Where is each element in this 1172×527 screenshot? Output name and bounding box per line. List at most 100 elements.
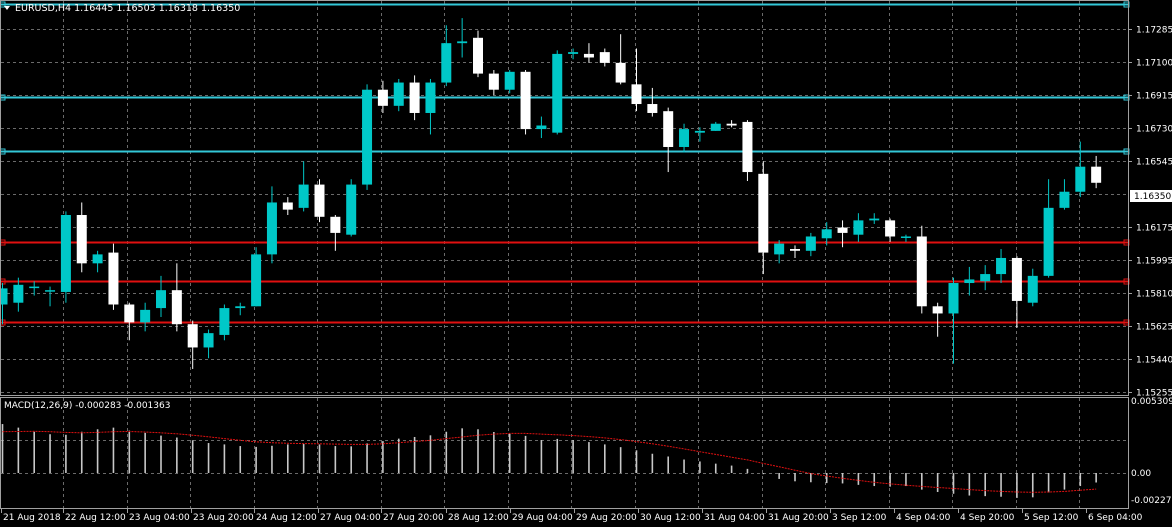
candle-body <box>853 220 864 235</box>
resistance-line-handle[interactable] <box>0 94 6 101</box>
candle-body <box>92 254 103 264</box>
time-tick-label: 29 Aug 20:00 <box>576 513 637 523</box>
candle-body <box>251 254 262 307</box>
candle-body <box>742 121 753 173</box>
candle-body <box>29 286 40 289</box>
support-line-handle[interactable] <box>0 239 6 246</box>
time-tick-label: 28 Aug 12:00 <box>448 513 509 523</box>
candle-body <box>488 73 499 90</box>
macd-scale-label: 0.005309 <box>1131 397 1172 407</box>
candle-body <box>790 249 800 251</box>
candle-body <box>124 304 135 323</box>
candle-body <box>203 333 214 348</box>
candle-body <box>60 215 71 292</box>
candle <box>837 220 848 248</box>
resistance-line-handle[interactable] <box>0 148 6 155</box>
candle-body <box>916 236 927 307</box>
candle-body <box>694 130 705 133</box>
candle <box>377 80 388 113</box>
horizontal-lines[interactable] <box>0 1 1130 326</box>
time-tick-label: 5 Sep 12:00 <box>1024 513 1079 523</box>
candle-body <box>679 129 690 147</box>
candle-body <box>536 125 547 130</box>
candle <box>425 78 436 135</box>
candle <box>900 234 911 242</box>
dropdown-triangle-icon[interactable] <box>4 6 10 10</box>
price-tick-label: 1.16915 <box>1136 92 1172 102</box>
candle-body <box>330 216 341 233</box>
resistance-line-handle[interactable] <box>0 1 6 8</box>
time-tick-label: 31 Aug 04:00 <box>704 513 765 523</box>
candle-body <box>948 283 959 314</box>
candle-body <box>235 306 246 309</box>
macd-scale-label: 0.00 <box>1131 469 1151 479</box>
candle <box>140 302 151 332</box>
candle <box>1091 155 1102 189</box>
candle-body <box>108 252 119 305</box>
price-tick-label: 1.15255 <box>1136 389 1172 399</box>
candle <box>885 218 896 242</box>
panel-frames <box>0 0 1129 509</box>
candle-body <box>1011 257 1022 301</box>
candle <box>1011 256 1022 328</box>
candle-body <box>710 123 721 131</box>
candle <box>504 70 515 94</box>
candle-body <box>473 37 483 74</box>
candle <box>235 302 246 316</box>
candle <box>0 283 8 325</box>
candle-body <box>171 290 182 325</box>
price-tick-label: 1.15625 <box>1136 323 1172 333</box>
price-tick-label: 1.15810 <box>1136 290 1172 300</box>
candle-body <box>900 236 911 238</box>
candle <box>330 215 341 251</box>
candle-body <box>76 215 87 264</box>
candle <box>536 116 547 139</box>
candle-body <box>647 104 658 113</box>
candle <box>615 34 626 85</box>
candle <box>203 329 214 359</box>
candle-body <box>1059 191 1070 208</box>
price-tick-label: 1.17100 <box>1136 59 1172 69</box>
candle-body <box>0 288 8 305</box>
candle-body <box>615 62 626 83</box>
candle <box>187 320 198 369</box>
macd-panel-frame <box>0 397 1129 509</box>
time-axis: 21 Aug 2018 22 Aug 12:00 23 Aug 04:00 23 Au… <box>1 509 1143 523</box>
candle-body <box>869 218 880 221</box>
candle <box>583 43 594 63</box>
candle-body <box>805 236 816 251</box>
candle-body <box>758 173 769 253</box>
candle-body <box>346 184 357 235</box>
candle-body <box>932 306 943 314</box>
candle-body <box>774 243 785 255</box>
price-tick-label: 1.16545 <box>1136 158 1172 168</box>
main-panel-frame <box>0 0 1129 396</box>
candle <box>393 78 404 112</box>
candle <box>631 48 642 112</box>
candle <box>679 123 690 153</box>
candle <box>821 222 832 246</box>
candle <box>13 277 24 312</box>
candle <box>694 127 705 142</box>
candle-body <box>504 71 515 90</box>
candle-body <box>425 82 436 113</box>
candle <box>29 281 40 296</box>
time-tick-label: 3 Sep 12:00 <box>832 513 887 523</box>
candle <box>568 48 579 60</box>
time-tick-label: 31 Aug 20:00 <box>768 513 829 523</box>
candle-body <box>219 308 230 335</box>
candle-body <box>1043 207 1054 276</box>
candle-body <box>282 202 293 210</box>
candle-body <box>1075 166 1086 192</box>
candle-body <box>393 82 404 106</box>
candle <box>599 48 610 67</box>
current-price-label: 1.16350 <box>1134 192 1171 202</box>
candle <box>805 232 816 257</box>
candle <box>251 247 262 307</box>
candle <box>266 186 277 264</box>
candle <box>790 245 800 258</box>
candle <box>964 266 975 296</box>
candle-body <box>45 290 56 292</box>
